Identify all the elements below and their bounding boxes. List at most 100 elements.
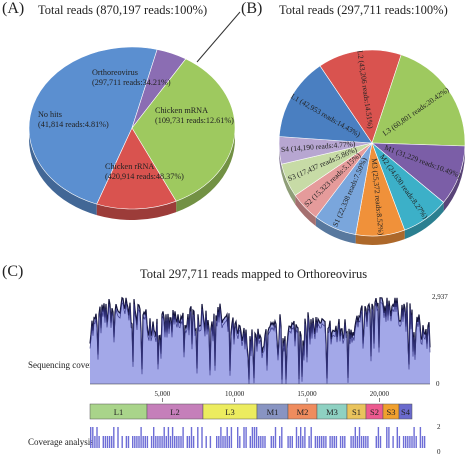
- analysis-bar: [209, 436, 212, 448]
- analysis-bar: [272, 436, 275, 448]
- coverage-line-lower: [89, 302, 431, 385]
- analysis-bar: [171, 427, 174, 448]
- analysis-bar: [249, 436, 251, 448]
- analysis-bar: [226, 427, 228, 448]
- sequencing-coverage-label: Sequencing coverage: [28, 360, 105, 370]
- analysis-bar: [405, 436, 407, 448]
- analysis-bar: [192, 436, 195, 448]
- analysis-bar: [344, 436, 346, 448]
- coverage-ymax-label: 2,937: [432, 293, 448, 301]
- analysis-bar: [314, 436, 317, 448]
- analysis-bar: [295, 427, 298, 448]
- analysis-bar: [138, 436, 140, 448]
- analysis-bar: [358, 427, 361, 448]
- analysis-bar: [127, 436, 130, 448]
- analysis-bar: [333, 436, 335, 448]
- analysis-bar: [150, 436, 153, 448]
- analysis-bar: [255, 427, 258, 448]
- analysis-bar: [398, 436, 401, 448]
- analysis-bar: [407, 436, 409, 448]
- pie-a-value-chicken-rrna: (420,914 reads:48.37%): [105, 172, 184, 181]
- pie-a-value-no-hits: (41,814 reads:4.81%): [38, 120, 109, 129]
- segment-label-l2: L2: [170, 407, 179, 417]
- analysis-bar: [270, 436, 272, 448]
- analysis-bar: [274, 427, 277, 448]
- analysis-bar: [243, 427, 245, 448]
- analysis-bar: [190, 427, 193, 448]
- analysis-bar: [205, 436, 207, 448]
- analysis-bar: [132, 436, 134, 448]
- x-tick-label-1: 10,000: [225, 390, 245, 398]
- pie-a-slice-orthoreovirus: [131, 58, 236, 202]
- analysis-bar: [157, 436, 159, 448]
- panel-c-label: (C): [2, 263, 24, 280]
- analysis-bar: [392, 436, 394, 448]
- pie-b-side-m2: [404, 202, 444, 240]
- analysis-bar: [316, 436, 319, 448]
- analysis-bar: [281, 427, 283, 448]
- analysis-bar: [289, 436, 291, 448]
- analysis-bar: [245, 427, 247, 448]
- x-tick-label-0: 5,000: [154, 390, 170, 398]
- pie-b-side-s2: [295, 195, 316, 227]
- analysis-bar: [188, 436, 191, 448]
- analysis-bar: [386, 427, 388, 448]
- analysis-bar: [342, 436, 344, 448]
- coverage-x-axis: 5,000 10,000 15,000 20,000: [154, 390, 389, 402]
- analysis-bar: [102, 436, 104, 448]
- segment-s4: [398, 403, 413, 420]
- analysis-bar: [287, 436, 289, 448]
- analysis-bar: [182, 427, 184, 448]
- analysis-bar: [108, 436, 111, 448]
- analysis-bar: [415, 436, 417, 448]
- analysis-bar: [98, 436, 100, 448]
- pie-a-label-orthoreovirus: Orthoreovirus: [92, 68, 138, 77]
- analysis-bottom-label: 0: [437, 448, 441, 456]
- analysis-bar: [113, 427, 115, 448]
- pie-a-side-chicken-rrna: [29, 128, 97, 216]
- segment-label-m1: M1: [267, 407, 279, 417]
- coverage-area-group: [89, 296, 431, 385]
- pie-charts-svg: Chicken rRNA(420,914 reads:48.37%) No hit…: [28, 11, 466, 245]
- analysis-bar: [96, 427, 98, 448]
- analysis-bar: [239, 436, 241, 448]
- analysis-bar: [363, 436, 365, 448]
- analysis-bar: [201, 427, 203, 448]
- analysis-bar: [352, 436, 354, 448]
- segment-label-l3: L3: [225, 407, 234, 417]
- pie-a-sides: [29, 128, 235, 220]
- analysis-bar: [365, 436, 367, 448]
- analysis-bar: [304, 427, 306, 448]
- pie-b-slice-l2: [319, 49, 402, 144]
- pie-a-side-chicken-mrna: [96, 201, 177, 220]
- analysis-bar: [413, 427, 415, 448]
- pie-a-slice-chicken-rrna: [28, 46, 158, 205]
- analysis-bar: [111, 436, 113, 448]
- coverage-analysis-label: Coverage analysis: [28, 437, 94, 447]
- analysis-bar: [218, 436, 220, 448]
- panel-a-title: Total reads (870,197 reads:100%): [38, 3, 208, 17]
- analysis-bar: [253, 427, 256, 448]
- panel-a-label: (A): [2, 0, 25, 17]
- analysis-bar: [167, 427, 170, 448]
- analysis-bar: [163, 427, 165, 448]
- analysis-bar: [308, 436, 310, 448]
- analysis-bar: [220, 427, 222, 448]
- analysis-bar: [176, 436, 178, 448]
- analysis-bar: [134, 436, 136, 448]
- panel-b-title: Total reads (297,711 reads:100%): [279, 3, 448, 17]
- analysis-bar: [178, 436, 180, 448]
- pie-a-side-orthoreovirus: [176, 128, 235, 213]
- analysis-bar: [153, 427, 155, 448]
- analysis-bar: [396, 427, 398, 448]
- pie-a-label-no-hits: No hits: [38, 110, 62, 119]
- x-tick-label-3: 20,000: [370, 390, 390, 398]
- analysis-bar: [106, 436, 109, 448]
- analysis-bar: [222, 436, 224, 448]
- pie-b-side-m1: [443, 146, 465, 212]
- analysis-bar: [174, 436, 176, 448]
- pie-chart-a: Chicken rRNA(420,914 reads:48.37%) No hit…: [28, 46, 236, 220]
- pie-b-slice-l3: [371, 54, 466, 147]
- analysis-bar: [90, 427, 92, 448]
- analysis-bar: [300, 427, 302, 448]
